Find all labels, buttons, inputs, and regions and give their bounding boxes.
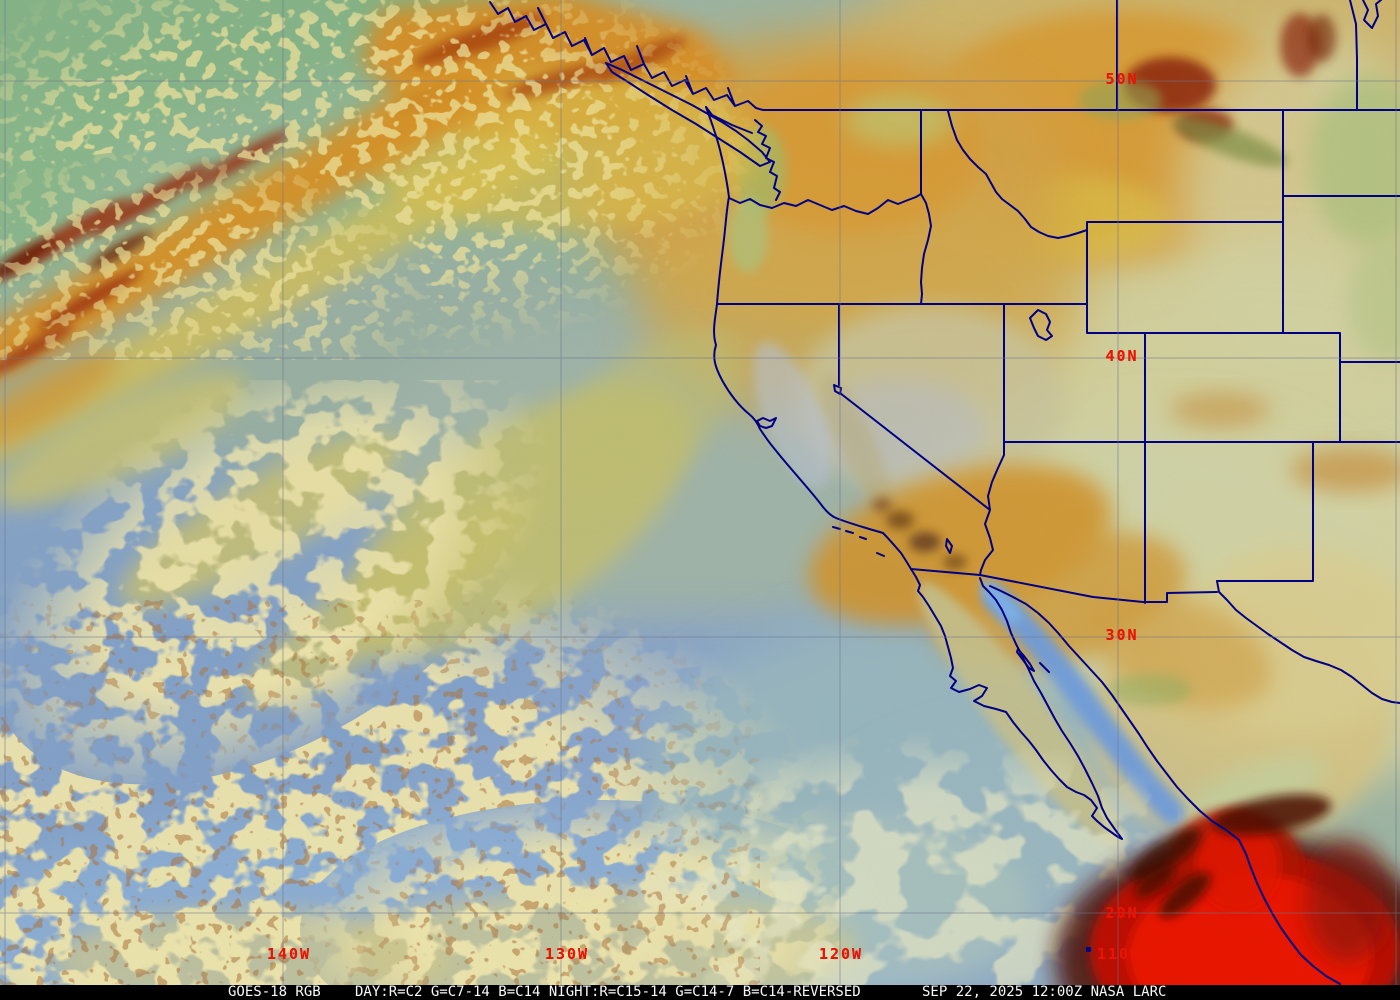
status-timestamp-label: SEP 22, 2025 12:00Z NASA LARC — [922, 984, 1167, 1000]
status-bar: GOES-18 RGB DAY:R=C2 G=C7-14 B=C14 NIGHT… — [0, 985, 1400, 1000]
rio-grande-river — [1216, 580, 1400, 704]
lat-label-30n: 30N — [1105, 626, 1139, 644]
lon-label-140w: 140W — [266, 945, 312, 963]
socorro-island-marker — [1086, 947, 1091, 952]
lat-label-20n: 20N — [1105, 904, 1139, 922]
state-boundaries — [716, 109, 1400, 604]
lat-label-50n: 50N — [1105, 70, 1139, 88]
status-product-label: GOES-18 RGB — [228, 984, 321, 1000]
map-boundary-overlay — [489, 0, 1400, 985]
status-rgb-recipe-label: DAY:R=C2 G=C7-14 B=C14 NIGHT:R=C15-14 G=… — [355, 984, 861, 1000]
baja-california-coastline — [910, 568, 1123, 840]
lon-label-130w: 130W — [544, 945, 590, 963]
lon-label-120w: 120W — [818, 945, 864, 963]
us-canada-border — [762, 0, 1400, 111]
canada-coastline — [489, 1, 764, 111]
vancouver-island-coastline — [605, 62, 771, 167]
mexico-mainland-coastline — [989, 585, 1341, 985]
pacific-coastline — [705, 106, 912, 570]
us-mexico-border — [910, 568, 1218, 603]
puget-sound-coastline — [705, 106, 781, 201]
lat-label-40n: 40N — [1105, 347, 1139, 365]
lon-label-110w: 110W — [1096, 945, 1142, 963]
